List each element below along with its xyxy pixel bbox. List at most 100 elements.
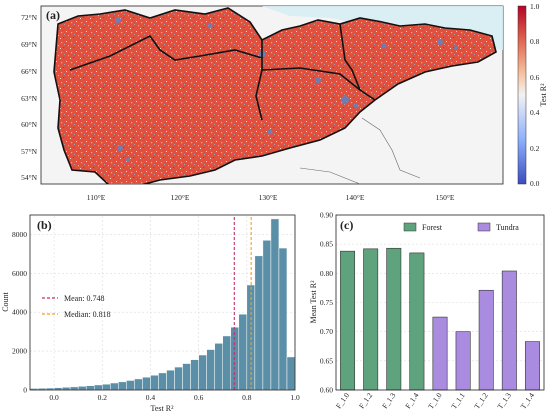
colorbar-gradient: [517, 5, 527, 185]
bar-panel: (c) F_1.0 F_1.2 F_1.3 F_1.4 T_1.0 T_1.1 T_1.2 T…: [309, 211, 545, 411]
histogram-y-tick-label: 6000: [12, 269, 27, 278]
bar-y-tick-label: 0.60: [320, 386, 333, 395]
latitude-ticks: 72°N 69°N 66°N 63°N 60°N 57°N 54°N: [21, 13, 37, 182]
histogram-x-tick-label: 0.0: [49, 393, 59, 402]
histogram-bar: [158, 372, 167, 391]
histogram-bar: [126, 380, 135, 391]
bar-x-tick-label: T_1.0: [426, 391, 444, 411]
legend-forest-swatch: [403, 222, 417, 232]
histogram-bar: [182, 363, 191, 391]
legend-mean-label: Mean: 0.748: [64, 294, 104, 303]
bar-y-tick-label: 0.70: [320, 327, 333, 336]
bar-y-tick-label: 0.80: [320, 269, 333, 278]
histogram-bar: [262, 240, 272, 391]
bar-y-label: Mean Test R²: [309, 280, 318, 324]
bar-y-tick-label: 0.75: [320, 298, 333, 307]
histogram-bar: [238, 313, 248, 391]
histogram-bar: [69, 386, 79, 391]
bar-y-tick-label: 0.90: [320, 211, 333, 220]
histogram-x-tick-label: 0.4: [146, 393, 156, 402]
map-data-region: [54, 8, 496, 184]
panel-c-label: (c): [340, 218, 353, 232]
bar-x-tick-label: T_1.2: [472, 391, 490, 411]
lat-tick: 57°N: [21, 147, 37, 156]
bar-series: [340, 247, 540, 391]
histogram-legend: Mean: 0.748 Median: 0.818: [42, 294, 111, 319]
bar-x-tick-label: T_1.3: [495, 391, 513, 411]
histogram-bar: [134, 378, 143, 391]
region-borders: [53, 7, 497, 184]
legend-forest-label: Forest: [422, 223, 443, 232]
legend-tundra-swatch: [477, 222, 491, 232]
colorbar-tick: 0.4: [530, 108, 540, 117]
histogram-bar: [110, 382, 119, 391]
histogram-x-label: Test R²: [151, 404, 175, 413]
lat-tick: 66°N: [21, 67, 37, 76]
colorbar-tick: 0.6: [530, 73, 540, 82]
bar-y-tick-label: 0.85: [320, 240, 333, 249]
histogram-bar: [286, 356, 296, 391]
histogram-x-ticks: 0.0 0.2 0.4 0.6 0.8 1.0: [49, 393, 300, 402]
histogram-y-tick-label: 4000: [12, 308, 27, 317]
histogram-bar: [214, 343, 223, 391]
histogram-bar: [102, 383, 111, 391]
histogram-axes-frame: [29, 214, 296, 391]
map-panel: (a) 72°N 69°N 66°N 63°N 60°N 57°N 54°N 1…: [21, 2, 548, 202]
bar-x-tick-label: F_1.0: [334, 391, 351, 411]
bar-axes-frame: [335, 214, 545, 391]
colorbar-tick: 1.0: [530, 2, 540, 11]
lat-tick: 60°N: [21, 120, 37, 129]
bar: [386, 247, 402, 391]
colorbar-tick: 0.2: [530, 144, 540, 153]
bar-x-tick-label: F_1.3: [380, 391, 397, 411]
histogram-y-ticks: 0 2000 4000 6000 8000: [12, 230, 27, 395]
histogram-bar: [94, 384, 103, 391]
bar-x-tick-label: T_1.4: [519, 391, 537, 411]
bar-y-tick-label: 0.65: [320, 356, 333, 365]
histogram-bar: [174, 366, 183, 391]
lon-tick: 140°E: [346, 193, 365, 202]
histogram-bar: [198, 354, 207, 391]
histogram-x-tick-label: 0.8: [242, 393, 252, 402]
lat-tick: 54°N: [21, 173, 37, 182]
histogram-y-label: Count: [1, 291, 10, 311]
bar-x-tick-label: T_1.1: [449, 391, 467, 411]
colorbar-tick: 0.0: [530, 179, 540, 188]
lon-tick: 120°E: [171, 193, 190, 202]
bar: [478, 289, 494, 391]
bar-legend: Forest Tundra: [403, 222, 519, 232]
histogram-bar: [270, 218, 280, 391]
colorbar-tick: 0.8: [530, 37, 540, 46]
coastline: [299, 117, 421, 184]
lat-tick: 72°N: [21, 13, 37, 22]
bar: [409, 252, 425, 391]
longitude-ticks: 110°E 120°E 130°E 140°E 150°E: [87, 193, 455, 202]
histogram-reference-lines: [233, 215, 252, 390]
lat-tick: 63°N: [21, 94, 37, 103]
bar: [363, 248, 379, 391]
histogram-x-tick-label: 1.0: [290, 393, 300, 402]
legend-median-label: Median: 0.818: [64, 310, 111, 319]
histogram-y-tick-label: 2000: [12, 347, 27, 356]
histogram-x-tick-label: 0.2: [98, 393, 108, 402]
histogram-bar: [206, 349, 215, 391]
histogram-y-tick-label: 8000: [12, 230, 27, 239]
histogram-y-tick-label: 0: [23, 386, 27, 395]
low-score-patches: [115, 17, 458, 162]
histogram-bar: [166, 369, 175, 391]
colorbar: 1.0 0.8 0.6 0.4 0.2 0.0 Test R²: [517, 2, 548, 188]
bar: [524, 341, 540, 391]
colorbar-label: Test R²: [539, 83, 548, 107]
bar-x-tick-label: F_1.4: [403, 391, 420, 411]
panel-b-label: (b): [37, 218, 52, 232]
lat-tick: 69°N: [21, 40, 37, 49]
bar-y-ticks: 0.60 0.65 0.70 0.75 0.80 0.85 0.90: [320, 211, 333, 395]
histogram-bar: [190, 359, 199, 391]
panel-a-label: (a): [46, 8, 60, 22]
histogram-bar: [254, 255, 264, 391]
histogram-bar: [142, 376, 151, 391]
histogram-bars: [29, 218, 296, 391]
legend-tundra-label: Tundra: [496, 223, 519, 232]
histogram-bar: [85, 385, 95, 391]
